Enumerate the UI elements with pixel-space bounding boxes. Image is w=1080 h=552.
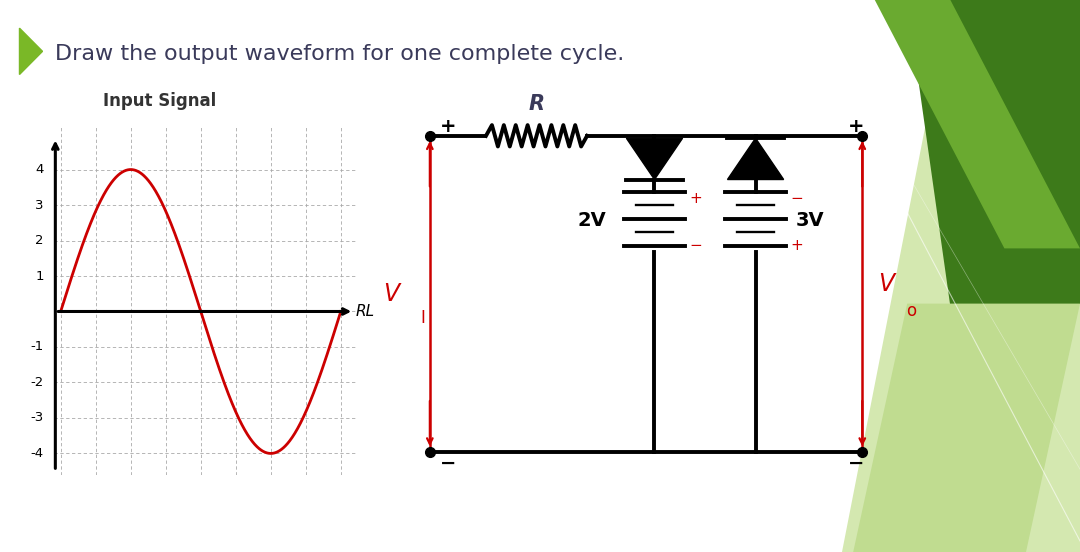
Polygon shape [19, 28, 42, 75]
Text: R: R [528, 94, 544, 114]
Text: +: + [440, 116, 457, 136]
Text: −: − [791, 192, 804, 206]
Text: I: I [420, 309, 426, 327]
Polygon shape [875, 0, 1080, 248]
Text: -4: -4 [30, 447, 44, 460]
Text: Input Signal: Input Signal [104, 92, 216, 109]
Text: 3: 3 [36, 199, 44, 211]
Text: Draw the output waveform for one complete cycle.: Draw the output waveform for one complet… [55, 44, 624, 63]
Text: V: V [878, 272, 894, 296]
Text: −: − [440, 454, 457, 473]
Text: -1: -1 [30, 341, 44, 353]
Text: 3V: 3V [796, 211, 825, 230]
Text: +: + [791, 237, 804, 253]
Polygon shape [853, 304, 1080, 552]
Text: 4: 4 [36, 163, 44, 176]
Text: -3: -3 [30, 411, 44, 424]
Text: 2: 2 [36, 234, 44, 247]
Polygon shape [842, 0, 1080, 552]
Text: +: + [848, 116, 865, 136]
Text: −: − [689, 237, 702, 253]
Polygon shape [626, 138, 683, 179]
Text: o: o [906, 301, 916, 320]
Polygon shape [907, 0, 1080, 304]
Text: RL: RL [355, 304, 375, 319]
Text: V: V [382, 282, 399, 306]
Text: +: + [689, 192, 702, 206]
Text: -2: -2 [30, 376, 44, 389]
Text: 1: 1 [36, 269, 44, 283]
Polygon shape [728, 138, 784, 179]
Text: −: − [848, 454, 865, 473]
Text: 2V: 2V [578, 211, 607, 230]
